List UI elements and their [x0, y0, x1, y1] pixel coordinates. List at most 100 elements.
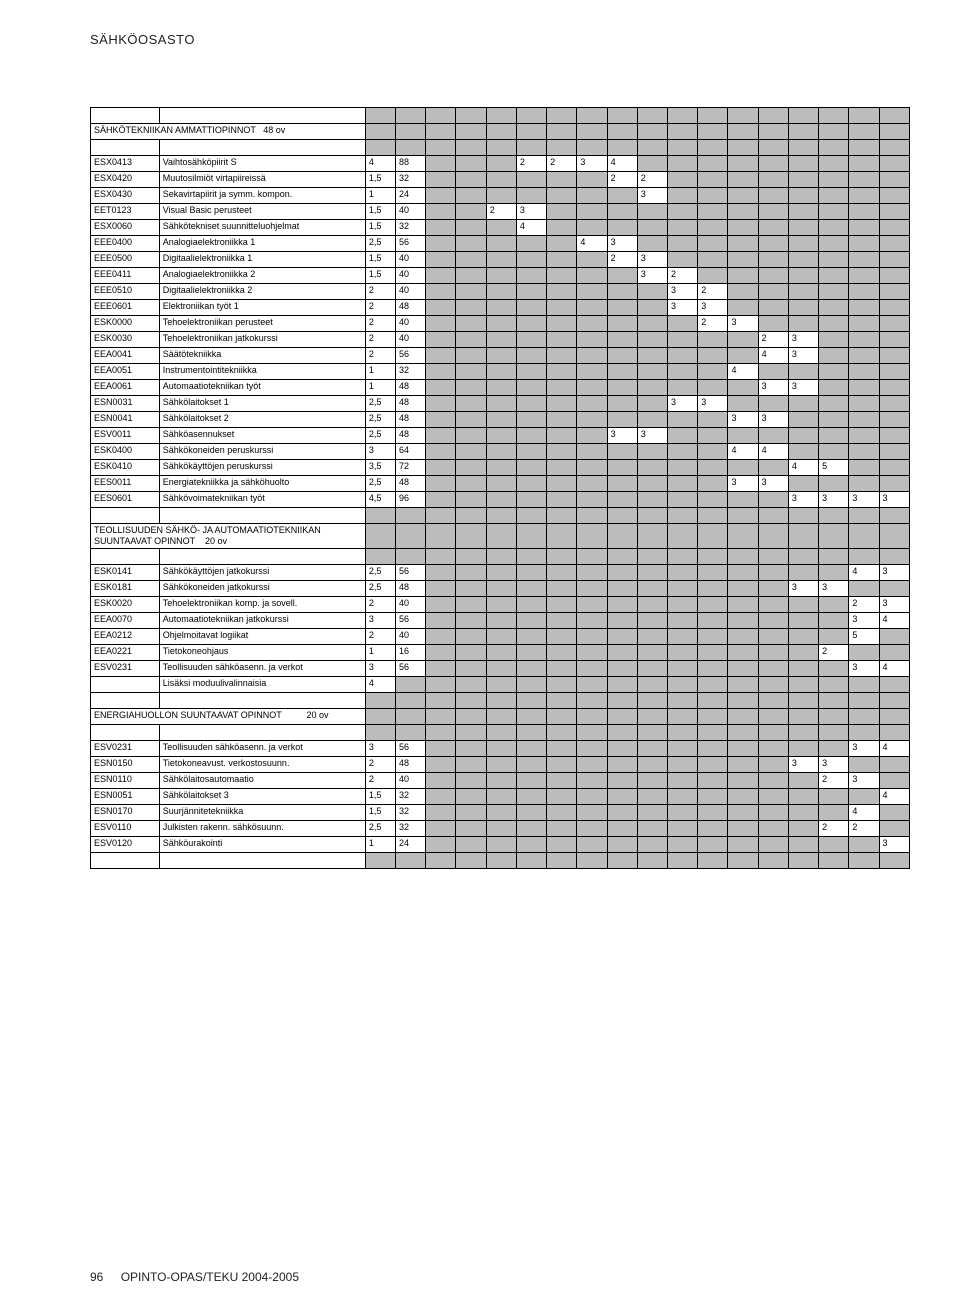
- code-cell: ESN0170: [91, 805, 160, 821]
- value-cell: 48: [396, 476, 426, 492]
- value-cell: [426, 252, 456, 268]
- value-cell: [607, 108, 637, 124]
- value-cell: [486, 492, 516, 508]
- value-cell: [819, 565, 849, 581]
- value-cell: 48: [396, 428, 426, 444]
- value-cell: 1: [365, 364, 395, 380]
- value-cell: [758, 108, 788, 124]
- value-cell: [426, 821, 456, 837]
- value-cell: [486, 364, 516, 380]
- value-cell: [819, 172, 849, 188]
- value-cell: [547, 508, 577, 524]
- value-cell: [849, 709, 879, 725]
- value-cell: [637, 140, 667, 156]
- value-cell: [516, 565, 546, 581]
- value-cell: 3: [849, 492, 879, 508]
- value-cell: [577, 300, 607, 316]
- value-cell: [879, 124, 909, 140]
- value-cell: [668, 524, 698, 549]
- value-cell: [637, 805, 667, 821]
- value-cell: [607, 492, 637, 508]
- value-cell: [516, 661, 546, 677]
- value-cell: [547, 412, 577, 428]
- value-cell: [456, 661, 486, 677]
- value-cell: [849, 204, 879, 220]
- value-cell: [516, 805, 546, 821]
- value-cell: [577, 476, 607, 492]
- value-cell: [577, 172, 607, 188]
- value-cell: [728, 460, 758, 476]
- value-cell: [486, 300, 516, 316]
- value-cell: [547, 837, 577, 853]
- value-cell: 3: [879, 565, 909, 581]
- value-cell: [698, 460, 728, 476]
- value-cell: [819, 252, 849, 268]
- value-cell: [849, 460, 879, 476]
- value-cell: [456, 188, 486, 204]
- value-cell: [668, 428, 698, 444]
- value-cell: [668, 348, 698, 364]
- value-cell: [456, 204, 486, 220]
- value-cell: [849, 300, 879, 316]
- value-cell: [879, 629, 909, 645]
- value-cell: [788, 364, 818, 380]
- code-cell: ESX0430: [91, 188, 160, 204]
- value-cell: [728, 645, 758, 661]
- value-cell: 1,5: [365, 789, 395, 805]
- value-cell: [637, 565, 667, 581]
- value-cell: [456, 284, 486, 300]
- value-cell: [456, 677, 486, 693]
- code-cell: EES0011: [91, 476, 160, 492]
- value-cell: [637, 220, 667, 236]
- value-cell: 40: [396, 629, 426, 645]
- value-cell: [637, 204, 667, 220]
- value-cell: 32: [396, 821, 426, 837]
- code-cell: EEA0061: [91, 380, 160, 396]
- value-cell: [547, 332, 577, 348]
- value-cell: [456, 348, 486, 364]
- value-cell: [547, 645, 577, 661]
- value-cell: [728, 188, 758, 204]
- value-cell: [728, 629, 758, 645]
- value-cell: [637, 476, 667, 492]
- value-cell: [516, 396, 546, 412]
- value-cell: [637, 853, 667, 869]
- value-cell: [365, 140, 395, 156]
- value-cell: [547, 172, 577, 188]
- value-cell: [486, 549, 516, 565]
- value-cell: [547, 853, 577, 869]
- value-cell: [516, 252, 546, 268]
- value-cell: [758, 492, 788, 508]
- value-cell: [607, 188, 637, 204]
- value-cell: [879, 300, 909, 316]
- value-cell: [547, 661, 577, 677]
- value-cell: 4: [758, 348, 788, 364]
- code-cell: ESV0231: [91, 741, 160, 757]
- value-cell: 40: [396, 773, 426, 789]
- value-cell: [698, 581, 728, 597]
- page-number: 96: [90, 1270, 103, 1284]
- value-cell: [728, 396, 758, 412]
- value-cell: [758, 428, 788, 444]
- value-cell: [849, 837, 879, 853]
- value-cell: [879, 757, 909, 773]
- value-cell: [637, 757, 667, 773]
- value-cell: [668, 549, 698, 565]
- name-cell: Tehoelektroniikan jatkokurssi: [159, 332, 365, 348]
- value-cell: 1: [365, 380, 395, 396]
- name-cell: Vaihtosähköpiirit S: [159, 156, 365, 172]
- value-cell: 3: [819, 492, 849, 508]
- value-cell: [728, 156, 758, 172]
- value-cell: [819, 380, 849, 396]
- value-cell: [788, 629, 818, 645]
- value-cell: [577, 412, 607, 428]
- value-cell: [788, 677, 818, 693]
- name-cell: Teollisuuden sähköasenn. ja verkot: [159, 741, 365, 757]
- value-cell: [758, 629, 788, 645]
- value-cell: [456, 565, 486, 581]
- value-cell: [879, 332, 909, 348]
- value-cell: [486, 268, 516, 284]
- value-cell: [577, 204, 607, 220]
- value-cell: [486, 348, 516, 364]
- value-cell: [819, 364, 849, 380]
